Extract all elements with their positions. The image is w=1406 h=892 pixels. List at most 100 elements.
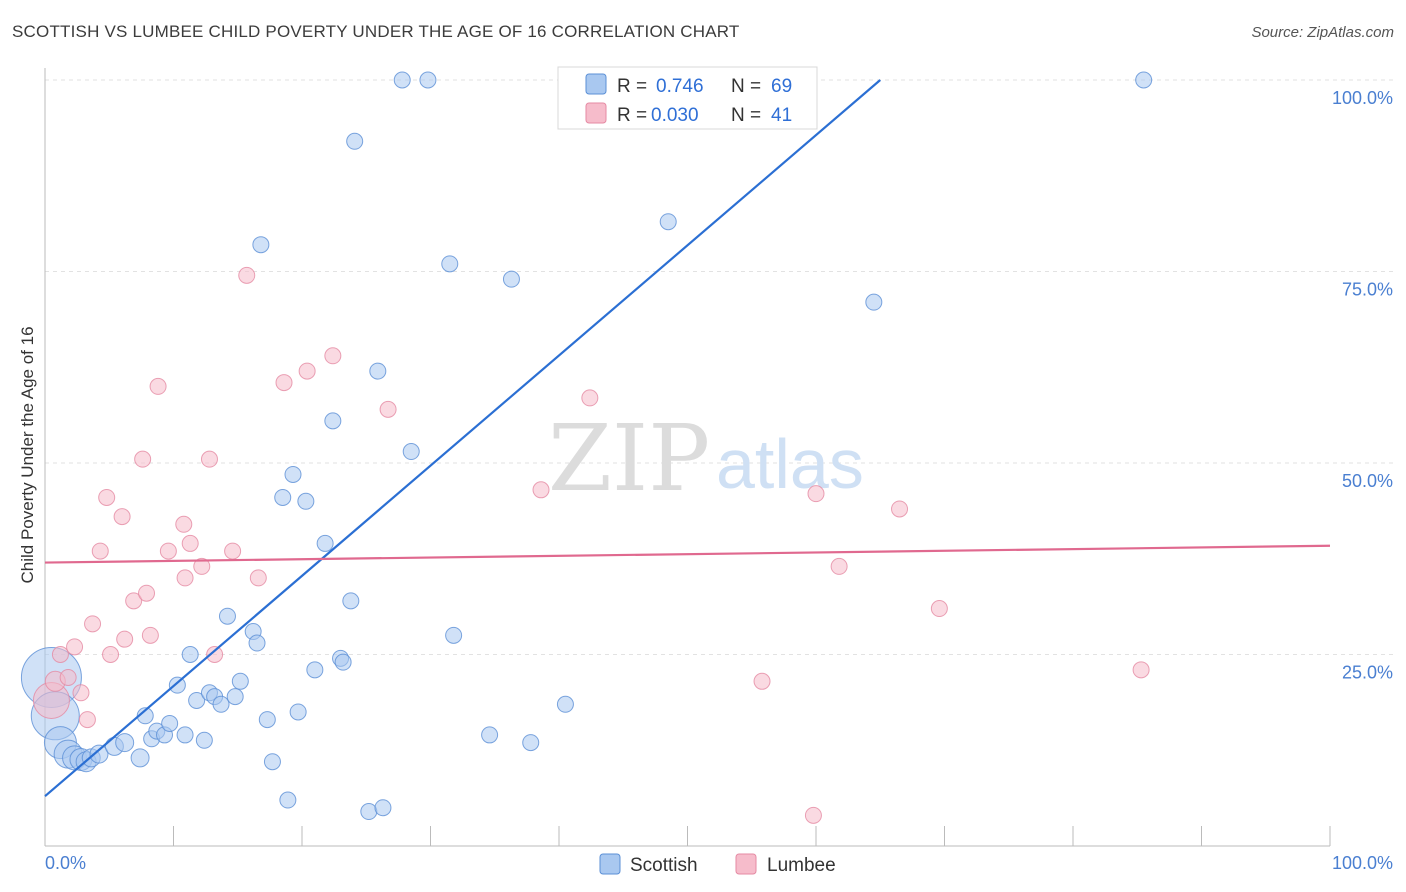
data-point bbox=[141, 626, 159, 644]
data-point bbox=[830, 557, 848, 575]
x-tick-label-min: 0.0% bbox=[45, 853, 86, 873]
legend-n-label-scottish: N = bbox=[731, 76, 761, 97]
legend-swatch-lumbee bbox=[585, 102, 607, 124]
legend-r-value-lumbee: 0.030 bbox=[651, 105, 699, 126]
data-point bbox=[274, 488, 292, 506]
data-point bbox=[188, 691, 206, 709]
data-point bbox=[379, 400, 397, 418]
data-point bbox=[116, 630, 134, 648]
series-legend-label-lumbee: Lumbee bbox=[767, 855, 836, 876]
data-point bbox=[84, 615, 102, 633]
data-point bbox=[402, 443, 420, 461]
data-point bbox=[532, 481, 550, 499]
data-point bbox=[263, 753, 281, 771]
chart-title: SCOTTISH VS LUMBEE CHILD POVERTY UNDER T… bbox=[12, 22, 740, 41]
y-axis-label: Child Poverty Under the Age of 16 bbox=[18, 326, 37, 583]
data-point bbox=[1132, 661, 1150, 679]
x-tick-label-max: 100.0% bbox=[1332, 853, 1393, 873]
series-legend-swatch-lumbee bbox=[735, 853, 757, 875]
data-point bbox=[238, 266, 256, 284]
data-point bbox=[248, 634, 266, 652]
y-tick-label: 50.0% bbox=[1342, 471, 1393, 491]
legend-n-value-scottish: 69 bbox=[771, 76, 792, 97]
trend-line-scottish bbox=[44, 79, 881, 798]
stats-legend: R = 0.746 N = 69 R = 0.030 N = 41 bbox=[557, 66, 818, 130]
data-point bbox=[181, 646, 199, 663]
series-legend: Scottish Lumbee bbox=[599, 853, 836, 876]
data-point bbox=[249, 569, 267, 587]
data-point bbox=[72, 684, 90, 702]
watermark-zip: ZIP bbox=[548, 405, 710, 512]
data-point bbox=[218, 607, 236, 625]
data-point bbox=[481, 726, 499, 744]
data-point bbox=[159, 542, 177, 560]
watermark: ZIP atlas bbox=[548, 405, 864, 512]
data-point bbox=[804, 806, 822, 824]
legend-n-label-lumbee: N = bbox=[731, 105, 761, 126]
data-point bbox=[113, 508, 131, 526]
data-point bbox=[176, 569, 194, 587]
x-axis-ticks bbox=[173, 826, 1331, 846]
data-point bbox=[66, 638, 84, 656]
data-point bbox=[51, 646, 69, 663]
data-point bbox=[369, 362, 387, 380]
data-point bbox=[258, 711, 276, 729]
data-point bbox=[130, 748, 150, 768]
data-point bbox=[324, 347, 342, 365]
data-point bbox=[284, 465, 302, 483]
data-point bbox=[865, 293, 883, 311]
data-point bbox=[346, 132, 364, 150]
data-point bbox=[224, 542, 242, 560]
data-point bbox=[581, 389, 599, 407]
trend-lines bbox=[44, 79, 1331, 798]
legend-r-label-scottish: R = bbox=[617, 76, 647, 97]
data-point bbox=[89, 744, 109, 764]
data-point bbox=[212, 695, 230, 713]
data-point bbox=[78, 711, 96, 729]
data-point bbox=[195, 731, 213, 749]
data-point bbox=[200, 450, 218, 468]
trend-line-lumbee bbox=[44, 544, 1331, 564]
data-point bbox=[98, 488, 116, 506]
y-tick-label: 100.0% bbox=[1332, 88, 1393, 108]
series-legend-swatch-scottish bbox=[599, 853, 621, 875]
y-tick-label: 25.0% bbox=[1342, 663, 1393, 683]
gridlines bbox=[45, 79, 1393, 655]
data-point bbox=[334, 653, 352, 671]
data-point bbox=[206, 646, 224, 663]
data-point bbox=[181, 534, 199, 552]
data-point bbox=[134, 450, 152, 468]
data-point bbox=[306, 661, 324, 679]
data-point bbox=[556, 695, 574, 713]
data-point bbox=[115, 733, 135, 753]
data-point bbox=[102, 646, 120, 663]
y-tick-labels: 25.0% 50.0% 75.0% 100.0% bbox=[1332, 88, 1393, 683]
data-point bbox=[59, 668, 77, 686]
data-point bbox=[149, 377, 167, 395]
data-point bbox=[168, 676, 186, 694]
data-point bbox=[502, 270, 520, 288]
data-point bbox=[252, 236, 270, 254]
lumbee-points bbox=[32, 266, 1150, 824]
data-point bbox=[360, 803, 378, 821]
data-point bbox=[930, 600, 948, 618]
data-point bbox=[324, 412, 342, 430]
data-point bbox=[659, 213, 677, 231]
series-legend-label-scottish: Scottish bbox=[630, 855, 698, 876]
legend-swatch-scottish bbox=[585, 73, 607, 95]
data-point bbox=[279, 791, 297, 809]
data-point bbox=[891, 500, 909, 518]
data-point bbox=[125, 592, 143, 610]
legend-r-value-scottish: 0.746 bbox=[656, 76, 704, 97]
data-point bbox=[91, 542, 109, 560]
data-point bbox=[393, 71, 411, 89]
data-point bbox=[275, 374, 293, 392]
y-tick-label: 75.0% bbox=[1342, 280, 1393, 300]
data-point bbox=[226, 688, 244, 706]
data-point bbox=[298, 362, 316, 380]
data-point bbox=[231, 672, 249, 690]
data-point bbox=[193, 557, 211, 575]
chart-source: Source: ZipAtlas.com bbox=[1251, 24, 1394, 41]
data-point bbox=[316, 534, 334, 552]
data-point bbox=[445, 626, 463, 644]
